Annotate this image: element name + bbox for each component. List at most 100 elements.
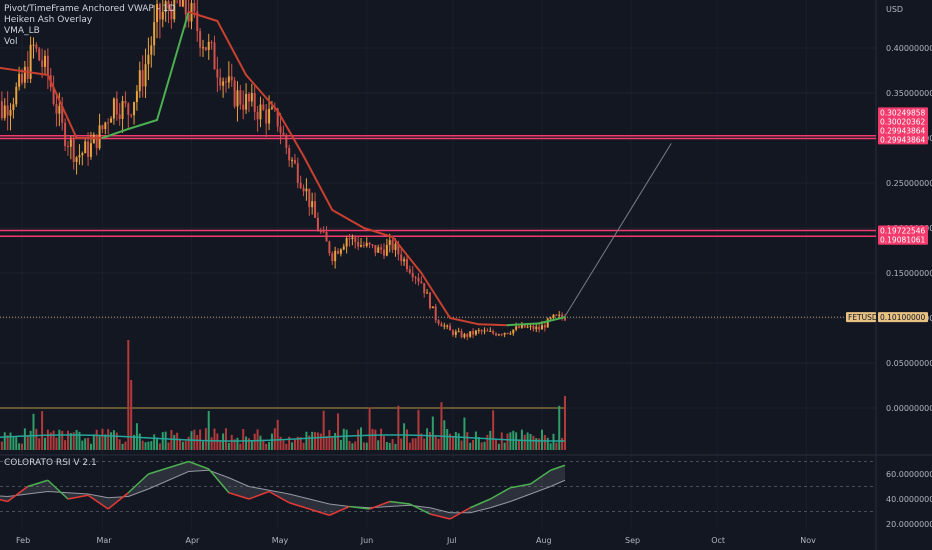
volume-bar	[245, 436, 248, 450]
horizontal-levels[interactable]	[0, 135, 876, 318]
candle-body	[563, 317, 566, 321]
volume-bar	[161, 432, 164, 450]
volume-bar	[319, 433, 322, 450]
candle-body	[78, 155, 81, 158]
volume-bar	[147, 441, 150, 450]
candle-body	[474, 330, 477, 335]
volume-bar	[385, 442, 388, 450]
vma-segment	[449, 317, 480, 326]
volume-bar	[239, 443, 242, 450]
volume-bar	[460, 440, 463, 450]
volume-bar	[408, 442, 411, 450]
candle-body	[253, 93, 256, 112]
rsi-axis[interactable]: 60.00000000 40.00000000 20.00000000	[886, 470, 932, 529]
volume-bar	[64, 440, 67, 450]
indicator-legend[interactable]: Pivot/TimeFrame Anchored VWAP - 1D Heike…	[4, 4, 175, 48]
legend-item-vol[interactable]: Vol	[4, 37, 18, 47]
candle-body	[58, 105, 61, 114]
volume-bar	[265, 443, 268, 450]
candle-body	[227, 76, 230, 83]
trend-line[interactable]	[564, 143, 672, 317]
candle-body	[509, 333, 512, 335]
candle-body	[72, 139, 75, 163]
time-axis[interactable]: Feb Mar Apr May Jun Jul Aug Sep Oct Nov	[16, 536, 816, 545]
candle-body	[480, 330, 483, 332]
volume-bar	[21, 443, 23, 450]
price-tag	[878, 234, 928, 245]
candle-body	[124, 100, 127, 104]
volume-bar	[179, 438, 182, 450]
vma-segment	[101, 128, 130, 139]
candle-body	[348, 238, 351, 240]
volume-bar	[224, 428, 227, 450]
price-axis[interactable]: USD0.400000000.350000000.300000000.25000…	[886, 5, 932, 413]
volume-bar	[250, 440, 253, 450]
candle-body	[463, 334, 466, 338]
candle-body	[213, 42, 216, 70]
candle-body	[207, 42, 210, 50]
vma-line	[0, 11, 566, 327]
price-tick-label: 0.40000000	[886, 44, 932, 53]
volume-bar	[403, 423, 406, 450]
candle-body	[245, 94, 248, 110]
volume-bar	[256, 429, 259, 450]
candle-body	[224, 81, 227, 83]
volume-bar	[3, 432, 6, 450]
candle-body	[368, 242, 371, 245]
legend-item-heiken[interactable]: Heiken Ash Overlay	[4, 15, 93, 25]
candle-body	[532, 325, 535, 330]
volume-bar	[495, 438, 498, 450]
candle-body	[87, 141, 90, 157]
candle-body	[130, 114, 133, 116]
candle-body	[339, 249, 342, 254]
vma-segment	[538, 316, 566, 325]
candle-body	[230, 76, 233, 81]
candle-body	[515, 326, 518, 330]
candle-body	[69, 139, 72, 147]
volume-bar	[451, 436, 454, 450]
volume-bar	[428, 432, 431, 450]
rsi-segment	[0, 498, 8, 503]
candle-body	[512, 329, 515, 334]
candle-body	[529, 325, 532, 327]
volume-bar	[431, 416, 434, 450]
candle-body	[141, 70, 144, 87]
volume-bar	[150, 441, 153, 450]
rsi-segment	[429, 513, 451, 520]
candle-body	[247, 94, 250, 102]
volume-bar	[69, 433, 72, 450]
volume-bar	[299, 437, 302, 450]
volume-bar	[9, 432, 12, 450]
legend-item-vma[interactable]: VMA_LB	[4, 26, 40, 36]
time-tick-label: Feb	[16, 536, 30, 545]
volume-bar	[474, 431, 477, 450]
volume-bar	[420, 433, 423, 450]
candle-body	[483, 330, 486, 332]
time-tick-label: Nov	[800, 536, 816, 545]
candle-body	[61, 105, 64, 123]
volume-bar	[285, 443, 288, 450]
price-tick-label: 0.15000000	[886, 269, 932, 278]
candle-body	[6, 105, 9, 116]
candle-body	[477, 330, 480, 332]
volume-pane	[0, 340, 566, 450]
volume-bar	[397, 405, 400, 450]
legend-item-vwap[interactable]: Pivot/TimeFrame Anchored VWAP - 1D	[4, 4, 176, 14]
price-tick-label: 0.05000000	[886, 359, 932, 368]
time-tick-label: Apr	[186, 536, 201, 545]
axis-currency: USD	[886, 5, 903, 14]
candles	[0, 0, 566, 341]
volume-bar	[328, 430, 331, 450]
volume-bar	[144, 442, 147, 450]
rsi-legend[interactable]: COLORATO RSI V 2.1	[4, 458, 97, 468]
volume-bar	[302, 442, 305, 450]
candle-body	[41, 60, 44, 67]
time-tick-label: Aug	[536, 536, 552, 545]
candle-body	[411, 272, 414, 278]
candle-body	[118, 114, 121, 119]
volume-bar	[354, 441, 357, 450]
candle-body	[259, 104, 262, 120]
vma-segment	[506, 322, 541, 327]
candle-body	[546, 318, 549, 328]
